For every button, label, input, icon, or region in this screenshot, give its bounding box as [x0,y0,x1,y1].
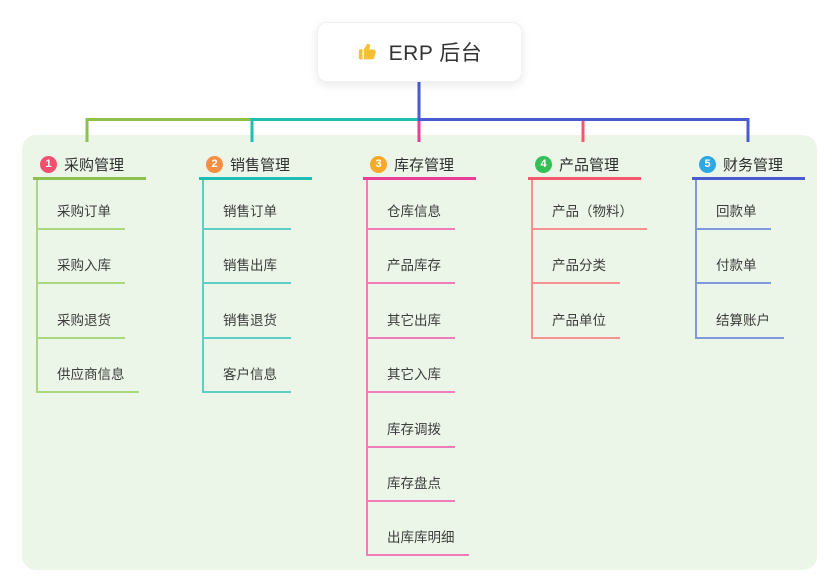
branch-node: 5 财务管理回款单付款单结算账户 [692,152,805,339]
branch-connector-line [417,82,585,142]
branches-background-panel [22,135,817,570]
branch-number-badge: 4 [535,156,552,173]
branch-label: 采购管理 [64,157,125,174]
mindmap-sub-node[interactable]: 销售退货 [203,313,291,339]
branch-title[interactable]: 5 财务管理 [692,152,805,180]
mindmap-sub-node[interactable]: 产品（物料） [532,204,647,230]
root-node[interactable]: ERP 后台 [317,22,522,82]
mindmap-sub-node[interactable]: 采购入库 [37,258,125,284]
branch-title[interactable]: 1 采购管理 [33,152,146,180]
branch-label: 销售管理 [230,157,291,174]
branch-spine-line [695,180,697,339]
mindmap-sub-node[interactable]: 出库库明细 [367,530,469,556]
mindmap-sub-node[interactable]: 销售订单 [203,204,291,230]
mindmap-sub-node[interactable]: 结算账户 [696,313,784,339]
branch-node: 2 销售管理销售订单销售出库销售退货客户信息 [199,152,312,393]
mindmap-sub-node[interactable]: 采购订单 [37,204,125,230]
branch-spine-line [36,180,38,393]
mindmap-sub-node[interactable]: 付款单 [696,258,771,284]
mindmap-sub-node[interactable]: 产品分类 [532,258,620,284]
branch-spine-line [366,180,368,556]
root-title: ERP 后台 [388,42,483,65]
mindmap-sub-node[interactable]: 客户信息 [203,367,291,393]
thumbs-up-icon [358,43,376,60]
branch-number-badge: 1 [40,156,57,173]
mindmap-sub-node[interactable]: 产品单位 [532,313,620,339]
branch-node: 3 库存管理仓库信息产品库存其它出库其它入库库存调拨库存盘点出库库明细 [363,152,476,556]
mindmap-sub-node[interactable]: 回款单 [696,204,771,230]
mindmap-sub-node[interactable]: 采购退货 [37,313,125,339]
mindmap-sub-node[interactable]: 其它出库 [367,313,455,339]
mindmap-sub-node[interactable]: 供应商信息 [37,367,139,393]
mindmap-sub-node[interactable]: 库存盘点 [367,476,455,502]
branch-node: 4 产品管理产品（物料） 产品分类产品单位 [528,152,647,339]
mindmap-sub-node[interactable]: 仓库信息 [367,204,455,230]
mindmap-sub-node[interactable]: 产品库存 [367,258,455,284]
branch-title[interactable]: 2 销售管理 [199,152,312,180]
branch-spine-line [531,180,533,339]
mindmap-sub-node[interactable]: 库存调拨 [367,422,455,448]
mindmap-sub-node[interactable]: 销售出库 [203,258,291,284]
branch-number-badge: 2 [206,156,223,173]
branch-connector-line [250,82,421,142]
branch-number-badge: 3 [370,156,387,173]
branch-spine-line [202,180,204,393]
branch-label: 产品管理 [559,157,620,174]
branch-label: 库存管理 [394,157,455,174]
mindmap-sub-node[interactable]: 其它入库 [367,367,455,393]
branch-node: 1 采购管理采购订单采购入库采购退货供应商信息 [33,152,146,393]
branch-number-badge: 5 [699,156,716,173]
branch-label: 财务管理 [723,157,784,174]
branch-title[interactable]: 4 产品管理 [528,152,641,180]
branch-title[interactable]: 3 库存管理 [363,152,476,180]
branch-connector-line [85,82,421,142]
branch-connector-line [417,82,750,142]
